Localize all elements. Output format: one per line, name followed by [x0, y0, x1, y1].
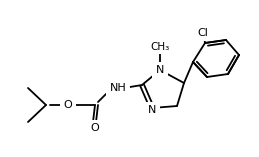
- Text: Cl: Cl: [198, 28, 208, 38]
- Text: O: O: [64, 100, 72, 110]
- Text: N: N: [156, 65, 164, 75]
- Text: NH: NH: [110, 83, 126, 93]
- Text: N: N: [148, 105, 156, 115]
- Text: CH₃: CH₃: [150, 42, 170, 52]
- Text: O: O: [90, 123, 99, 133]
